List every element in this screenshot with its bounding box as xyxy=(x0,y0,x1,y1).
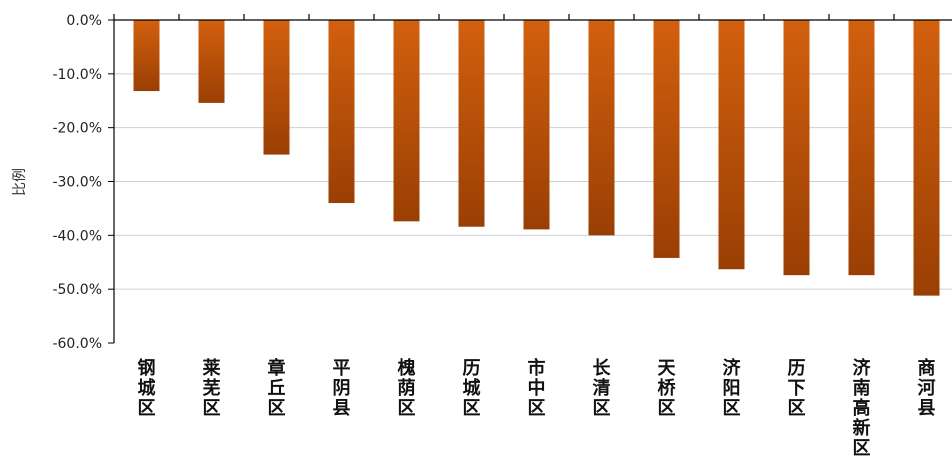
x-tick-label: 市中区 xyxy=(528,357,546,419)
y-tick-label: -40.0% xyxy=(52,228,102,244)
y-tick-label: -20.0% xyxy=(52,121,102,137)
bar xyxy=(263,20,290,155)
axes xyxy=(108,14,952,344)
bars xyxy=(133,20,940,296)
x-tick-label: 长清区 xyxy=(593,358,612,419)
y-tick-label: -60.0% xyxy=(52,336,102,352)
x-tick-label: 天桥区 xyxy=(658,358,677,419)
y-tick-label: -30.0% xyxy=(52,175,102,191)
bar xyxy=(198,20,225,103)
bar xyxy=(848,20,875,276)
bar xyxy=(588,20,615,236)
bar xyxy=(523,20,550,230)
x-tick-label: 历下区 xyxy=(788,358,806,419)
labels: 比例 0.0% -10.0% -20.0% -30.0% -40.0% -50.0% -60… xyxy=(12,13,936,459)
x-tick-label: 济南高新区 xyxy=(853,357,872,459)
bar xyxy=(328,20,355,204)
x-tick-label: 商河县 xyxy=(918,357,936,419)
bar xyxy=(783,20,810,276)
y-tick-label: -50.0% xyxy=(52,282,102,298)
bar xyxy=(913,20,940,296)
x-tick-label: 章丘区 xyxy=(268,357,286,419)
x-tick-label: 槐荫区 xyxy=(397,357,416,419)
x-tick-label: 历城区 xyxy=(463,358,481,419)
y-tick-label: -10.0% xyxy=(52,67,102,83)
x-tick-label: 平阴县 xyxy=(333,358,351,419)
bar xyxy=(653,20,680,258)
x-tick-label: 济阳区 xyxy=(723,357,742,419)
x-tick-label: 钢城区 xyxy=(138,357,156,419)
x-tick-label: 莱芜区 xyxy=(203,357,221,419)
bar xyxy=(718,20,745,270)
y-tick-label: 0.0% xyxy=(66,13,102,29)
y-axis-title: 比例 xyxy=(12,168,28,196)
bar xyxy=(458,20,485,227)
bar xyxy=(393,20,420,222)
bar xyxy=(133,20,160,92)
